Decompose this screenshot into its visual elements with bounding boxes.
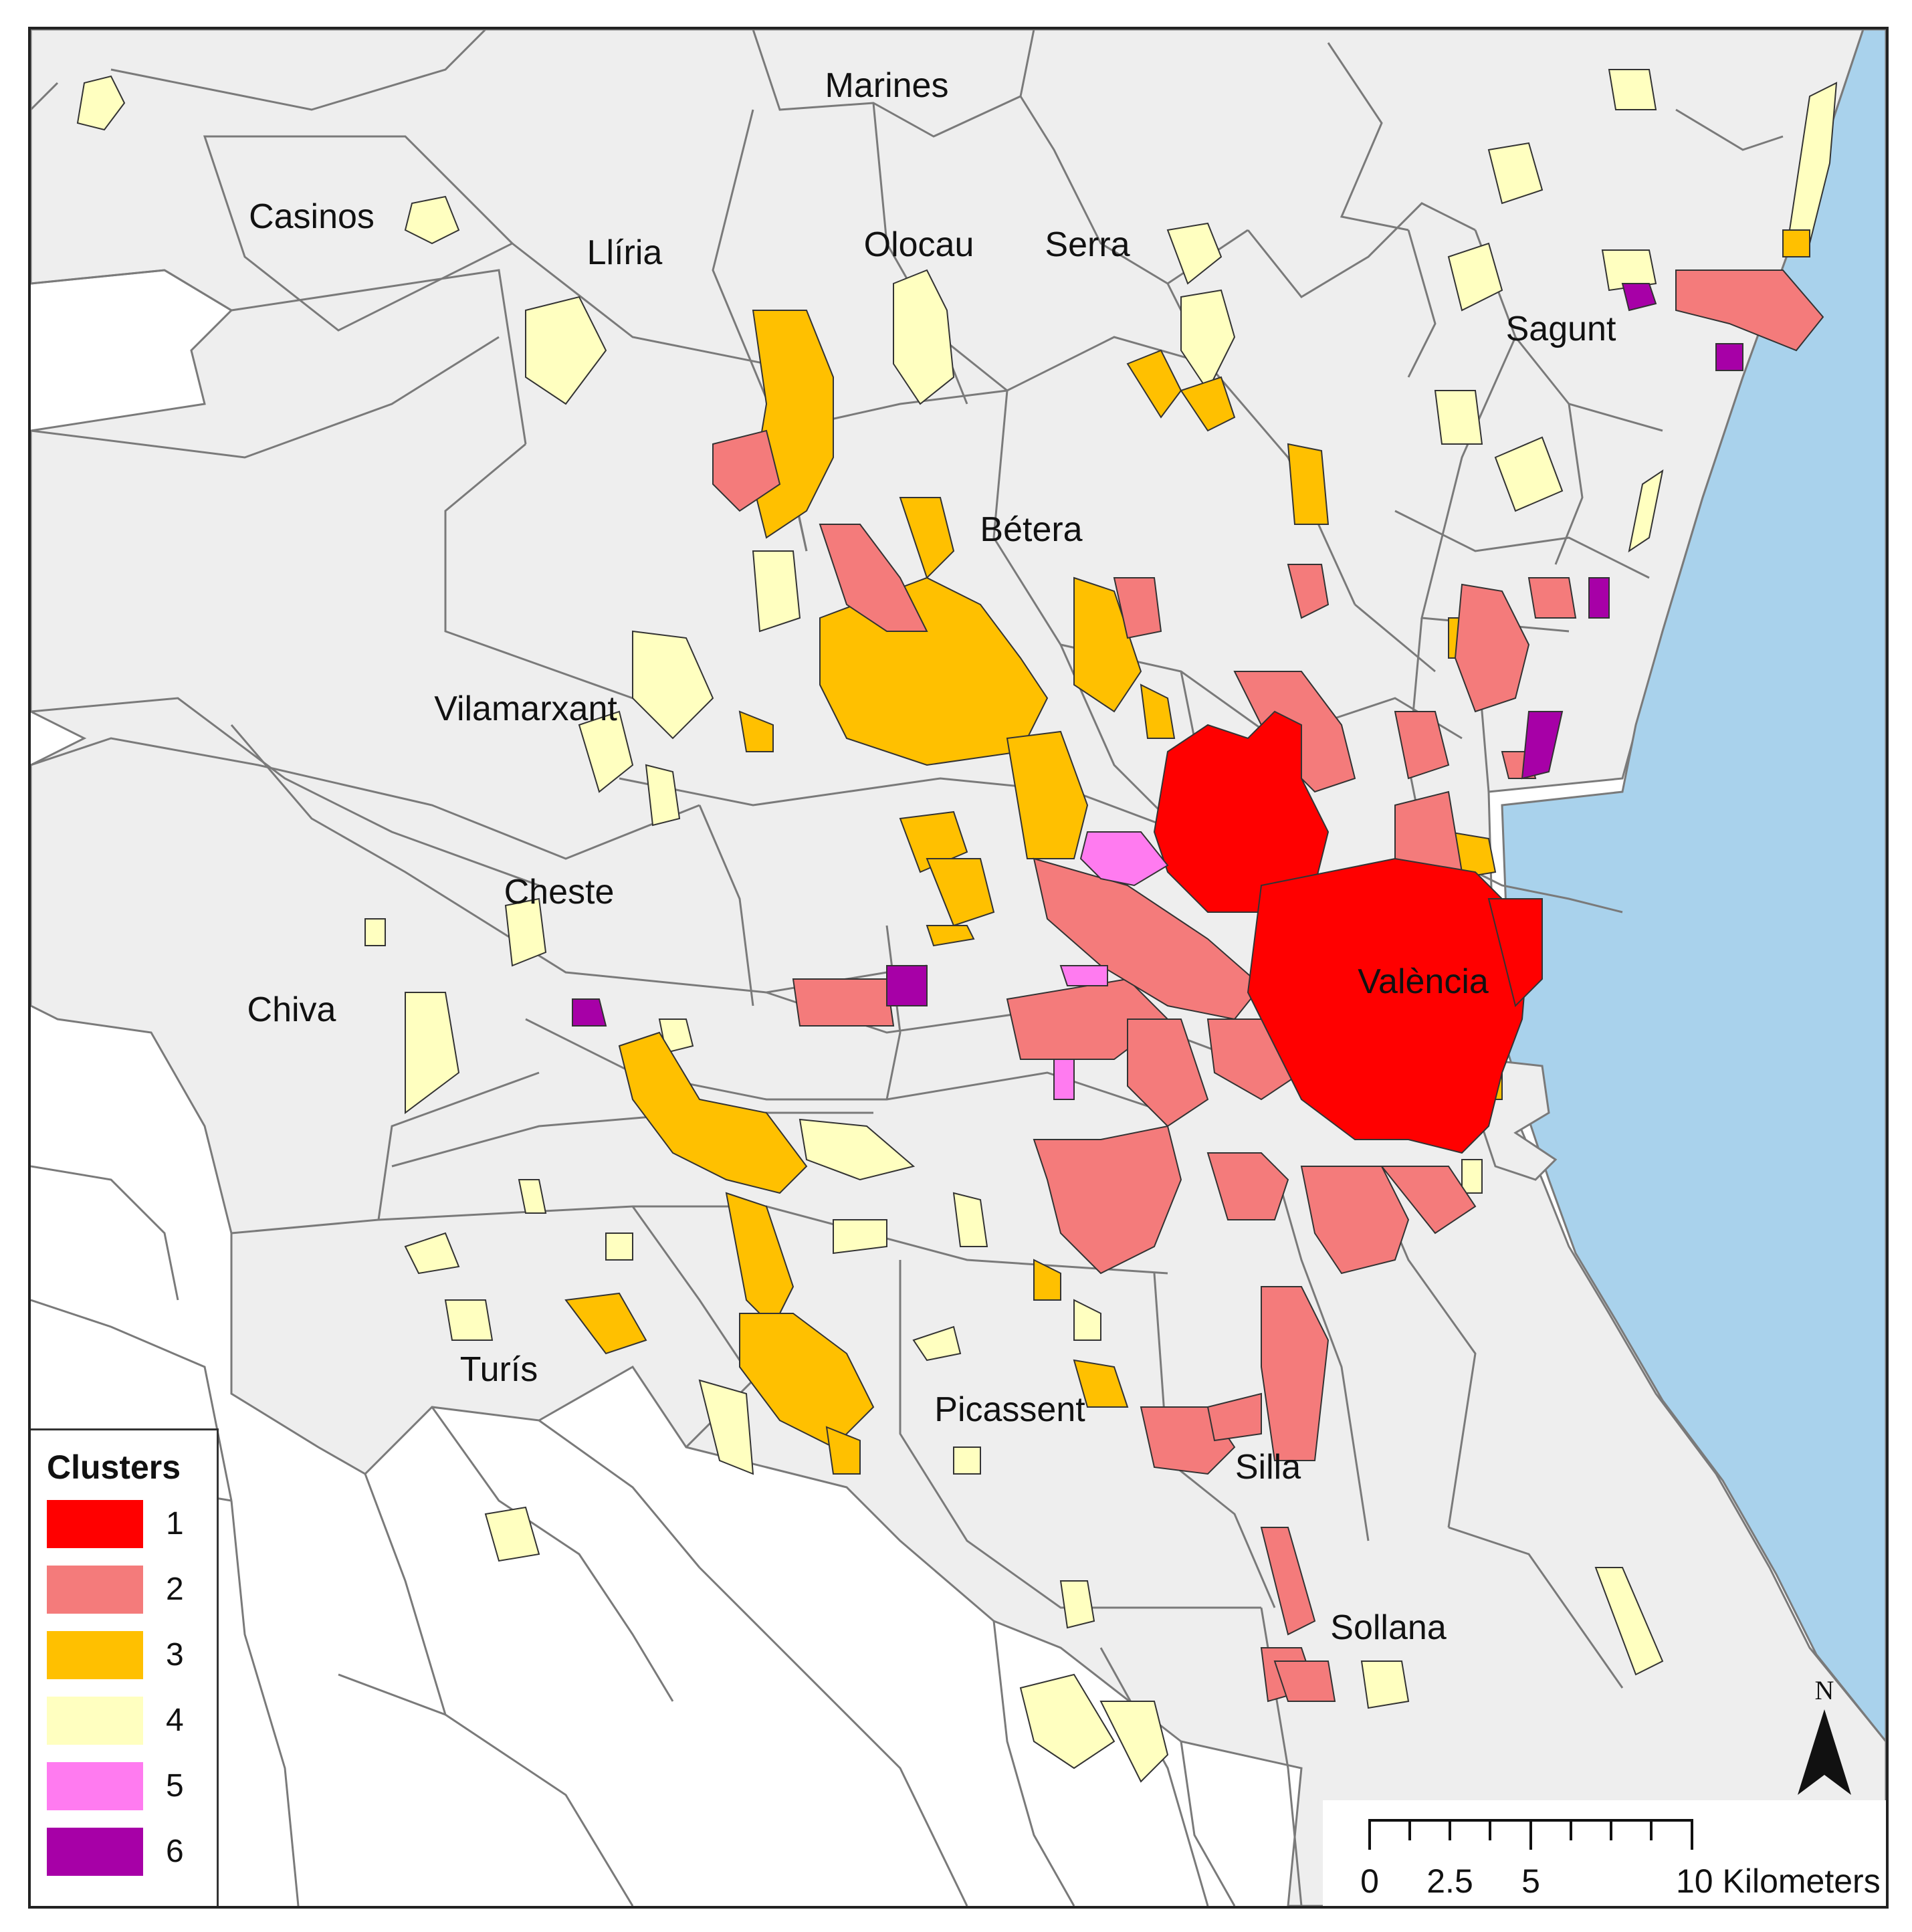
legend-swatch-2 <box>47 1566 143 1614</box>
town-label-sagunt: Sagunt <box>1505 310 1616 348</box>
legend-label-2: 2 <box>166 1572 184 1607</box>
scale-tick-10-kilometers: 10 Kilometers <box>1676 1862 1881 1900</box>
legend-label-3: 3 <box>166 1637 184 1673</box>
cluster-5-patches <box>1053 831 1169 1100</box>
scale-bar: 0 2.5 5 10 Kilometers <box>1323 1800 1886 1906</box>
map-canvas <box>31 29 1886 1906</box>
cluster-4-patches <box>76 69 1838 1783</box>
study-area <box>31 29 1886 1906</box>
legend-label-5: 5 <box>166 1768 184 1804</box>
town-label-turis: Turís <box>459 1350 538 1389</box>
legend-title: Clusters <box>47 1448 181 1486</box>
north-arrow-label: N <box>1814 1675 1834 1705</box>
town-label-chiva: Chiva <box>247 990 336 1029</box>
town-label-silla: Silla <box>1235 1448 1301 1487</box>
municipality-boundaries <box>31 29 1784 1906</box>
legend-item-5: 5 <box>47 1762 207 1810</box>
legend-item-3: 3 <box>47 1631 207 1679</box>
legend-item-2: 2 <box>47 1566 207 1614</box>
map-frame: Marines Casinos Llíria Olocau Serra Sagu… <box>28 27 1889 1909</box>
town-label-sollana: Sollana <box>1330 1608 1447 1647</box>
legend-label-1: 1 <box>166 1506 184 1541</box>
town-label-lliria: Llíria <box>587 233 663 272</box>
town-label-casinos: Casinos <box>249 197 375 236</box>
legend: Clusters 1 2 3 4 5 6 <box>31 1428 219 1906</box>
legend-swatch-1 <box>47 1500 143 1548</box>
cluster-1-patches <box>1153 710 1543 1154</box>
scale-tick-5: 5 <box>1521 1862 1540 1900</box>
legend-swatch-5 <box>47 1762 143 1810</box>
legend-swatch-6 <box>47 1828 143 1876</box>
legend-item-4: 4 <box>47 1697 207 1745</box>
scale-bar-ruler <box>1368 1819 1693 1850</box>
cluster-6-patches <box>572 283 1743 1027</box>
town-label-vilamarxant: Vilamarxant <box>434 689 617 728</box>
legend-label-6: 6 <box>166 1834 184 1869</box>
town-label-marines: Marines <box>825 66 949 105</box>
town-label-olocau: Olocau <box>863 225 974 264</box>
town-label-cheste: Cheste <box>504 873 615 911</box>
town-label-valencia: València <box>1358 962 1489 1001</box>
legend-item-1: 1 <box>47 1500 207 1548</box>
legend-label-4: 4 <box>166 1703 184 1738</box>
legend-swatch-3 <box>47 1631 143 1679</box>
legend-item-6: 6 <box>47 1828 207 1876</box>
scale-tick-2-5: 2.5 <box>1426 1862 1473 1900</box>
legend-swatch-4 <box>47 1697 143 1745</box>
north-arrow-icon <box>1798 1709 1851 1795</box>
scale-tick-0: 0 <box>1360 1862 1379 1900</box>
north-arrow: N <box>1791 1675 1858 1808</box>
town-label-picassent: Picassent <box>934 1390 1085 1429</box>
town-label-betera: Bétera <box>980 510 1083 549</box>
town-label-serra: Serra <box>1045 225 1130 264</box>
